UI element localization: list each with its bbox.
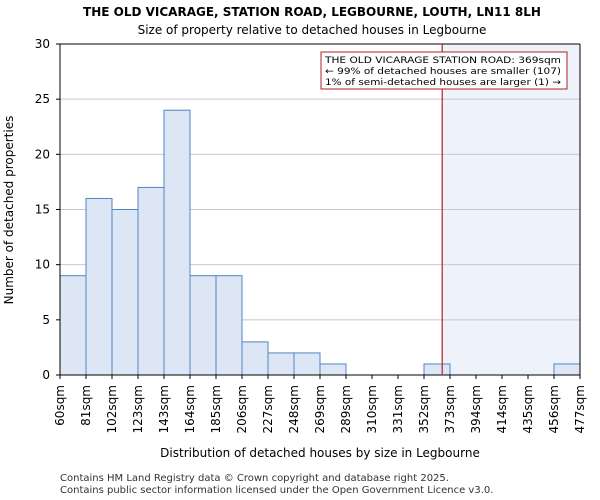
chart-title: THE OLD VICARAGE, STATION ROAD, LEGBOURN…	[83, 5, 541, 19]
y-tick-label: 0	[42, 368, 50, 382]
annotation-line: ← 99% of detached houses are smaller (10…	[325, 67, 561, 77]
y-axis-label: Number of detached properties	[2, 116, 16, 305]
x-tick-label: 435sqm	[521, 385, 535, 433]
x-tick-label: 477sqm	[573, 385, 587, 433]
x-tick-label: 185sqm	[209, 385, 223, 433]
x-tick-label: 289sqm	[339, 385, 353, 433]
annotation-line: 1% of semi-detached houses are larger (1…	[325, 78, 562, 88]
histogram-bar	[137, 186, 165, 376]
x-tick-label: 143sqm	[157, 385, 171, 433]
x-tick-label: 352sqm	[417, 385, 431, 433]
y-tick-label: 25	[35, 92, 50, 106]
x-tick-label: 164sqm	[183, 385, 197, 433]
x-tick-label: 102sqm	[105, 385, 119, 433]
x-axis-label: Distribution of detached houses by size …	[160, 446, 480, 460]
histogram-bar	[85, 197, 113, 376]
chart-subtitle: Size of property relative to detached ho…	[138, 23, 487, 37]
histogram-bar	[553, 363, 581, 376]
x-tick-label: 60sqm	[53, 385, 67, 426]
y-tick-label: 10	[35, 258, 50, 272]
histogram-bar	[293, 352, 321, 376]
histogram-bar	[267, 352, 295, 376]
x-tick-label: 206sqm	[235, 385, 249, 433]
x-tick-label: 456sqm	[547, 385, 561, 433]
x-tick-label: 123sqm	[131, 385, 145, 433]
y-tick-label: 30	[35, 37, 50, 51]
y-tick-label: 15	[35, 203, 50, 217]
annotation-line: THE OLD VICARAGE STATION ROAD: 369sqm	[324, 56, 561, 66]
footer-licence: Contains public sector information licen…	[60, 485, 494, 496]
x-tick-label: 248sqm	[287, 385, 301, 433]
x-tick-label: 227sqm	[261, 385, 275, 433]
histogram-bar	[163, 109, 191, 376]
x-tick-label: 414sqm	[495, 385, 509, 433]
histogram-bar	[215, 275, 243, 376]
histogram-bar	[111, 209, 139, 376]
x-tick-label: 269sqm	[313, 385, 327, 433]
x-tick-label: 394sqm	[469, 385, 483, 433]
y-tick-label: 20	[35, 147, 50, 161]
histogram-bar	[189, 275, 217, 376]
x-tick-label: 373sqm	[443, 385, 457, 433]
x-tick-label: 331sqm	[391, 385, 405, 433]
annotation-box	[320, 51, 568, 90]
histogram-bar	[241, 341, 269, 376]
histogram-bar	[59, 275, 87, 376]
y-tick-label: 5	[42, 313, 50, 327]
x-tick-label: 81sqm	[79, 385, 93, 426]
histogram-bar	[319, 363, 347, 376]
histogram-bar	[423, 363, 451, 376]
x-tick-label: 310sqm	[365, 385, 379, 433]
footer-copyright: Contains HM Land Registry data © Crown c…	[60, 473, 449, 484]
